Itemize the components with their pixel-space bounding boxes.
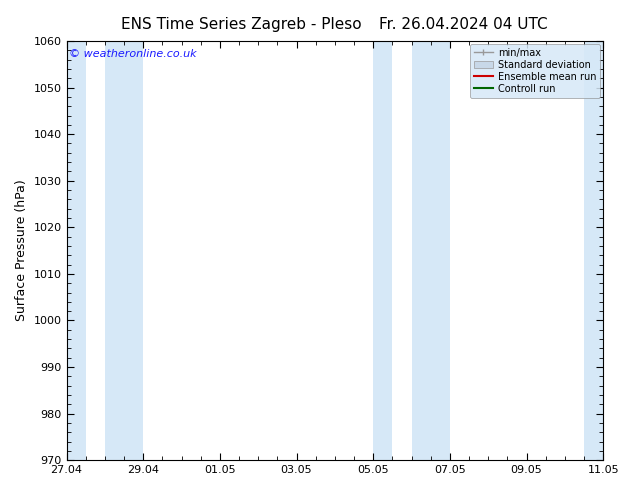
Bar (584, 41, 603, 460)
Legend: min/max, Standard deviation, Ensemble mean run, Controll run: min/max, Standard deviation, Ensemble me… (470, 44, 600, 98)
Y-axis label: Surface Pressure (hPa): Surface Pressure (hPa) (15, 180, 28, 321)
Text: ENS Time Series Zagreb - Pleso: ENS Time Series Zagreb - Pleso (120, 17, 361, 32)
Bar (373, 41, 392, 460)
Bar (67, 41, 86, 460)
Text: Fr. 26.04.2024 04 UTC: Fr. 26.04.2024 04 UTC (378, 17, 547, 32)
Bar (105, 41, 143, 460)
Bar (411, 41, 450, 460)
Text: © weatheronline.co.uk: © weatheronline.co.uk (69, 49, 197, 59)
